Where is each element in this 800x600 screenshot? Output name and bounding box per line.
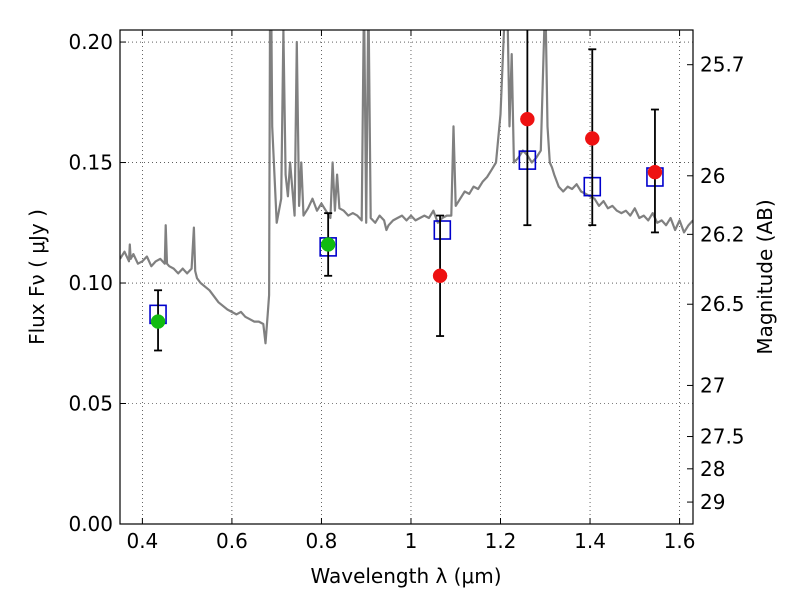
plot-area xyxy=(120,30,693,345)
y2-axis-label: Magnitude (AB) xyxy=(753,199,777,354)
mag-tick-label: 29 xyxy=(700,490,725,514)
mag-tick-label: 26.5 xyxy=(700,292,745,316)
y-tick-label: 0.10 xyxy=(68,271,113,295)
x-tick-label: 1 xyxy=(405,529,418,553)
mag-tick-label: 27.5 xyxy=(700,425,745,449)
x-tick-label: 0.8 xyxy=(306,529,338,553)
x-tick-label: 1.2 xyxy=(485,529,517,553)
spectrum-line xyxy=(120,30,693,345)
mag-tick-label: 25.7 xyxy=(700,53,745,77)
mag-tick-label: 26.2 xyxy=(700,222,745,246)
mag-tick-label: 28 xyxy=(700,457,725,481)
circle-marker xyxy=(585,131,600,146)
y-axis-label: Flux Fν ( μJy ) xyxy=(25,209,49,345)
y-tick-label: 0.00 xyxy=(68,512,113,536)
square-marker xyxy=(433,220,452,240)
grid xyxy=(120,30,693,525)
x-tick-label: 1.6 xyxy=(664,529,696,553)
circle-marker xyxy=(432,268,448,284)
x-tick-label: 1.4 xyxy=(574,529,606,553)
mag-tick-label: 26 xyxy=(700,164,725,188)
ticks: 0.4 0.6 0.8 1 1.2 1.4 1.6 0.00 0.05 0.10 0.15 0.20 2… xyxy=(68,30,745,553)
x-axis-label: Wavelength λ (μm) xyxy=(310,564,501,588)
y-tick-label: 0.20 xyxy=(68,30,113,54)
y-tick-label: 0.15 xyxy=(68,151,113,175)
circle-marker xyxy=(150,314,166,329)
circle-marker xyxy=(647,164,663,180)
plot-frame xyxy=(119,29,694,525)
x-tick-label: 0.6 xyxy=(216,529,248,553)
mag-tick-label: 27 xyxy=(700,373,725,397)
y-tick-label: 0.05 xyxy=(68,392,113,416)
data-points xyxy=(149,30,664,352)
x-tick-label: 0.4 xyxy=(126,529,158,553)
circle-marker xyxy=(520,111,535,127)
circle-marker xyxy=(320,237,336,252)
